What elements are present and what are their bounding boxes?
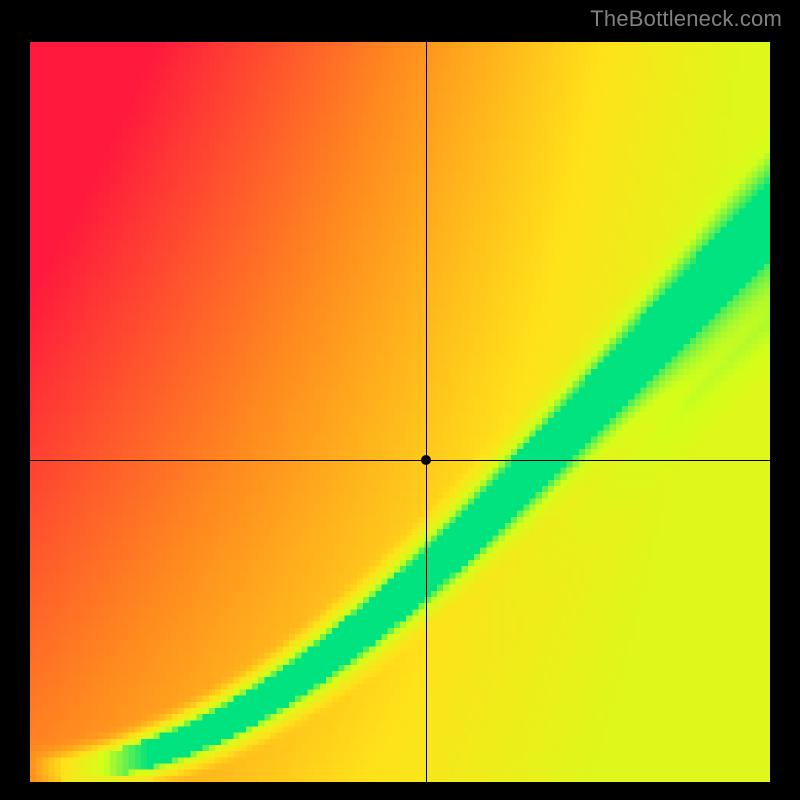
crosshair-horizontal bbox=[30, 460, 770, 461]
crosshair-marker bbox=[421, 455, 431, 465]
chart-frame: TheBottleneck.com bbox=[0, 0, 800, 800]
heatmap-canvas bbox=[30, 42, 770, 782]
watermark-text: TheBottleneck.com bbox=[590, 6, 782, 32]
crosshair-vertical bbox=[426, 42, 427, 782]
